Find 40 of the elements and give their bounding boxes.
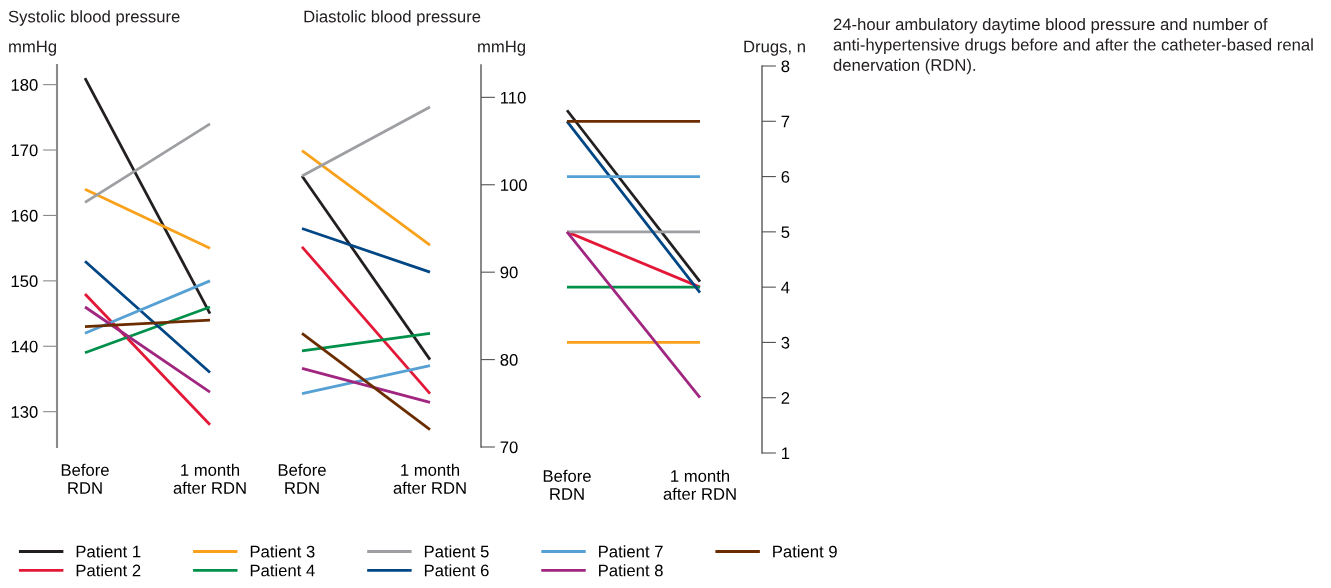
chart-title: Systolic blood pressure — [8, 10, 180, 26]
x-tick-label: Before RDN — [543, 469, 591, 500]
y-tick-label: 90 — [500, 266, 518, 279]
legend-label: Patient 7 — [599, 545, 663, 558]
y-tick-label: 100 — [501, 179, 527, 191]
x-tick-label: 1 month after RDN — [393, 463, 466, 494]
y-tick-label: 140 — [11, 340, 38, 353]
y-tick-label: 170 — [11, 144, 38, 157]
y-tick-label: 180 — [11, 79, 38, 91]
x-tick-label: Before RDN — [278, 463, 326, 494]
x-tick-label: 1 month after RDN — [663, 469, 736, 500]
y-tick-label: 150 — [11, 275, 38, 288]
y-tick-label: 7 — [781, 115, 790, 128]
y-tick-label: 110 — [501, 91, 526, 104]
y-axis-title: mmHg — [9, 40, 56, 56]
y-tick-label: 160 — [11, 209, 38, 222]
legend-label: Patient 9 — [773, 545, 837, 558]
y-tick-label: 3 — [781, 336, 790, 349]
legend-label: Patient 1 — [76, 545, 141, 558]
y-tick-label: 6 — [781, 170, 790, 183]
y-tick-label: 1 — [782, 447, 790, 460]
legend-label: Patient 2 — [76, 564, 141, 577]
y-axis-title: Drugs, n — [744, 40, 805, 56]
y-tick-label: 130 — [11, 406, 38, 418]
x-tick-label: 1 month after RDN — [173, 463, 246, 494]
y-tick-label: 8 — [781, 60, 790, 73]
legend-label: Patient 5 — [424, 545, 489, 558]
chart-title: Diastolic blood pressure — [304, 10, 481, 26]
legend-label: Patient 6 — [424, 564, 489, 577]
legend-label: Patient 3 — [250, 545, 315, 558]
y-axis-title: mmHg — [478, 40, 525, 56]
legend-label: Patient 4 — [250, 564, 315, 577]
legend-label: Patient 8 — [599, 564, 663, 577]
y-tick-label: 5 — [781, 226, 790, 239]
text: 24-hour ambulatory daytime blood pressure and number of anti-hypertensive drugs before and after the catheter-based renal denervation (RDN). — [833, 18, 1313, 75]
y-tick-label: 4 — [781, 281, 790, 294]
y-tick-label: 80 — [500, 353, 518, 366]
y-tick-label: 2 — [781, 392, 790, 404]
y-tick-label: 70 — [500, 441, 518, 454]
x-tick-label: Before RDN — [61, 463, 109, 494]
